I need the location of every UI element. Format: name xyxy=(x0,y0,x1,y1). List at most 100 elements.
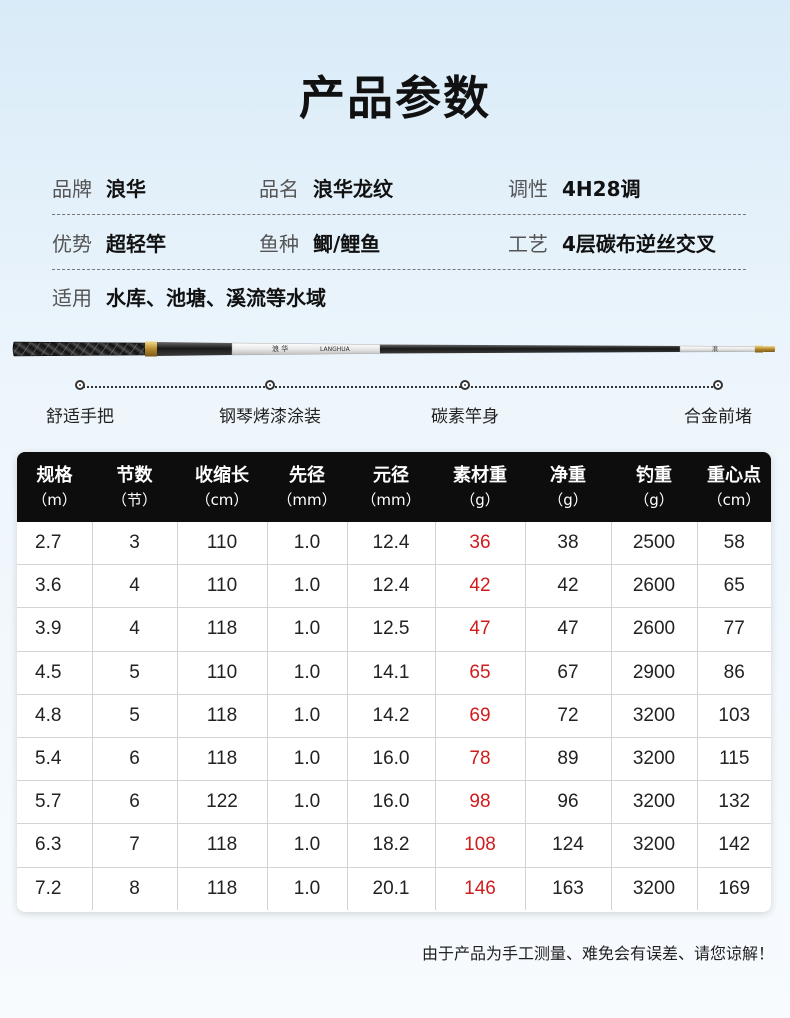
table-cell: 3.6 xyxy=(17,564,93,609)
table-row: 4.8 5 118 1.0 14.2 69 72 3200 103 xyxy=(17,694,771,738)
column-header-name: 素材重 xyxy=(453,465,507,487)
column-header-unit: （m） xyxy=(32,491,77,510)
table-cell: 1.0 xyxy=(267,522,348,566)
table-cell: 12.4 xyxy=(347,564,436,609)
table-cell: 4.5 xyxy=(17,651,93,695)
spec-fish-species: 鱼种 鲫/鲤鱼 xyxy=(259,228,508,257)
footnote: 由于产品为手工测量、难免会有误差、请您谅解！ xyxy=(421,944,774,963)
table-cell: 3200 xyxy=(611,694,698,738)
table-cell: 118 xyxy=(177,867,268,910)
table-cell: 16.0 xyxy=(347,780,436,825)
column-header-unit: （mm） xyxy=(361,491,421,510)
rod-parts-legend: 舒适手把 钢琴烤漆涂装 碳素竿身 合金前堵 xyxy=(0,372,790,432)
table-cell: 8 xyxy=(92,867,178,910)
column-header-unit: （节） xyxy=(111,491,157,510)
table-cell: 1.0 xyxy=(267,694,348,738)
table-cell: 108 xyxy=(435,823,526,868)
spec-value: 4层碳布逆丝交叉 xyxy=(562,231,716,256)
column-header-name: 先径 xyxy=(289,465,325,487)
column-header-unit: （g） xyxy=(460,491,500,510)
table-cell: 4 xyxy=(92,607,178,652)
table-cell: 20.1 xyxy=(347,867,436,910)
table-cell: 1.0 xyxy=(267,867,348,910)
table-cell: 6 xyxy=(92,780,178,825)
column-header-name: 规格 xyxy=(36,465,73,487)
table-cell: 58 xyxy=(697,522,771,566)
fishing-rod-image: 浪 华 LANGHUA 浪 xyxy=(0,330,790,370)
spec-label: 调性 xyxy=(508,176,548,201)
spec-craft: 工艺 4层碳布逆丝交叉 xyxy=(508,228,716,257)
marker-dotted-line xyxy=(80,386,720,388)
column-header: 素材重 （g） xyxy=(435,452,525,522)
table-cell: 98 xyxy=(435,780,526,825)
svg-text:LANGHUA: LANGHUA xyxy=(320,346,351,353)
table-cell: 163 xyxy=(525,867,612,910)
column-header-unit: （mm） xyxy=(277,491,337,510)
table-cell: 65 xyxy=(697,564,771,609)
spec-label: 工艺 xyxy=(508,231,548,256)
table-cell: 3 xyxy=(92,522,178,566)
table-cell: 89 xyxy=(525,737,612,782)
table-cell: 115 xyxy=(697,737,771,782)
table-cell: 3.9 xyxy=(17,607,93,652)
spec-label: 适用 xyxy=(52,285,92,310)
table-cell: 3200 xyxy=(611,823,698,868)
spec-label: 优势 xyxy=(52,231,92,256)
table-cell: 118 xyxy=(177,823,268,868)
table-cell: 18.2 xyxy=(347,823,436,868)
column-header-name: 钓重 xyxy=(636,465,672,487)
table-row: 6.3 7 118 1.0 18.2 108 124 3200 142 xyxy=(17,823,771,868)
table-cell: 77 xyxy=(697,607,771,652)
table-cell: 2.7 xyxy=(17,522,93,566)
table-cell: 5 xyxy=(92,694,178,738)
table-cell: 69 xyxy=(435,694,526,738)
table-cell: 110 xyxy=(177,522,268,566)
column-header-unit: （cm） xyxy=(707,491,761,510)
marker-dot xyxy=(265,380,275,390)
table-cell: 1.0 xyxy=(267,651,348,695)
table-cell: 142 xyxy=(697,823,771,868)
spec-action: 调性 4H28调 xyxy=(508,173,641,202)
table-cell: 7.2 xyxy=(17,867,93,910)
column-header-name: 节数 xyxy=(116,465,153,487)
column-header: 节数 （节） xyxy=(92,452,177,522)
spec-row-3: 适用 水库、池塘、溪流等水域 xyxy=(52,269,746,323)
column-header: 钓重 （g） xyxy=(611,452,697,522)
rod-part-label: 碳素竿身 xyxy=(431,407,499,427)
table-cell: 2600 xyxy=(611,607,698,652)
marker-dot xyxy=(460,380,470,390)
table-cell: 12.5 xyxy=(347,607,436,652)
spec-advantage: 优势 超轻竿 xyxy=(52,228,259,257)
table-row: 3.9 4 118 1.0 12.5 47 47 2600 77 xyxy=(17,607,771,652)
table-cell: 4.8 xyxy=(17,694,93,738)
table-cell: 169 xyxy=(718,877,751,899)
table-cell: 6 xyxy=(92,737,178,782)
table-cell: 146 xyxy=(435,867,526,910)
table-cell: 78 xyxy=(435,737,526,782)
table-cell: 14.1 xyxy=(347,651,436,695)
spec-label: 品牌 xyxy=(52,176,92,201)
spec-label: 品名 xyxy=(259,176,299,201)
table-cell: 65 xyxy=(435,651,526,695)
spec-row-2: 优势 超轻竿 鱼种 鲫/鲤鱼 工艺 4层碳布逆丝交叉 xyxy=(52,215,746,270)
column-header: 收缩长 （cm） xyxy=(177,452,267,522)
rod-part-label: 钢琴烤漆涂装 xyxy=(219,407,321,427)
table-cell: 110 xyxy=(177,651,268,695)
table-cell: 72 xyxy=(525,694,612,738)
table-cell: 42 xyxy=(525,564,612,609)
table-cell: 3200 xyxy=(611,737,698,782)
table-row: 3.6 4 110 1.0 12.4 42 42 2600 65 xyxy=(17,564,771,609)
page-title: 产品参数 xyxy=(299,71,491,125)
column-header-name: 净重 xyxy=(550,465,586,487)
table-row: 2.7 3 110 1.0 12.4 36 38 2500 58 xyxy=(17,522,771,566)
table-cell: 7 xyxy=(92,823,178,868)
table-cell: 5.4 xyxy=(17,737,93,782)
table-cell: 47 xyxy=(435,607,526,652)
column-header: 规格 （m） xyxy=(17,452,92,522)
table-cell: 124 xyxy=(525,823,612,868)
spec-product-name: 品名 浪华龙纹 xyxy=(259,173,508,202)
marker-dot xyxy=(75,380,85,390)
table-cell: 86 xyxy=(697,651,771,695)
table-cell: 5.7 xyxy=(17,780,93,825)
table-cell: 2900 xyxy=(611,651,698,695)
